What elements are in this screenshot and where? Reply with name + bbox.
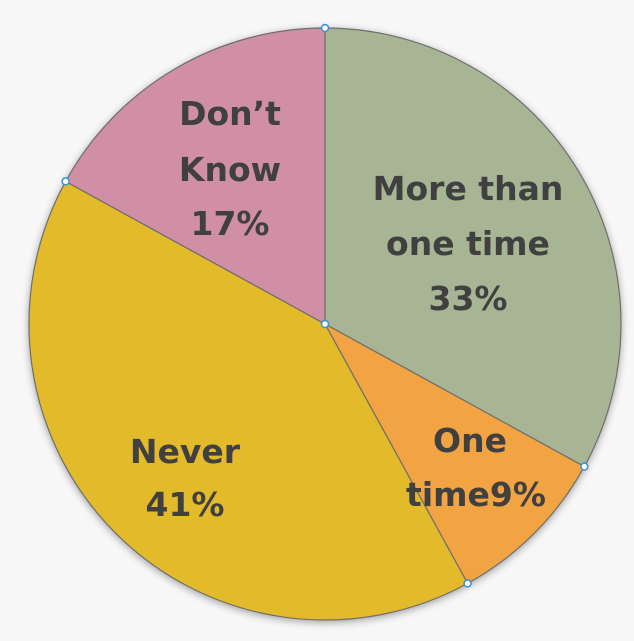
slice-label-line: time9% [406, 475, 546, 514]
slice-edge-handle-2[interactable] [463, 579, 472, 588]
slice-label-0: More than one time 33% [373, 169, 564, 318]
slice-label-line: Know [179, 150, 281, 189]
slice-edge-handle-0[interactable] [320, 23, 330, 33]
pie-slice-2[interactable] [28, 180, 469, 621]
slice-label-line: More than [373, 169, 564, 208]
pie-center-handle[interactable] [320, 319, 330, 329]
pie-slice-0[interactable] [324, 27, 622, 468]
slice-label-line: one time [386, 224, 550, 263]
slice-label-1: One time9% [406, 421, 546, 514]
slice-label-line: Don’t [179, 94, 281, 133]
slice-label-2: Never 41% [130, 432, 241, 524]
slice-label-line: 17% [191, 204, 270, 243]
pie-slice-3[interactable] [64, 27, 326, 326]
slice-label-line: 33% [429, 279, 508, 318]
slice-label-line: Never [130, 432, 241, 471]
pie-slice-1[interactable] [323, 322, 586, 585]
slice-edge-handle-1[interactable] [580, 462, 589, 471]
slice-edge-handle-3[interactable] [61, 177, 70, 186]
slice-label-line: 41% [146, 485, 225, 524]
slice-label-3: Don’t Know 17% [179, 94, 281, 243]
slice-label-line: One [433, 421, 507, 460]
